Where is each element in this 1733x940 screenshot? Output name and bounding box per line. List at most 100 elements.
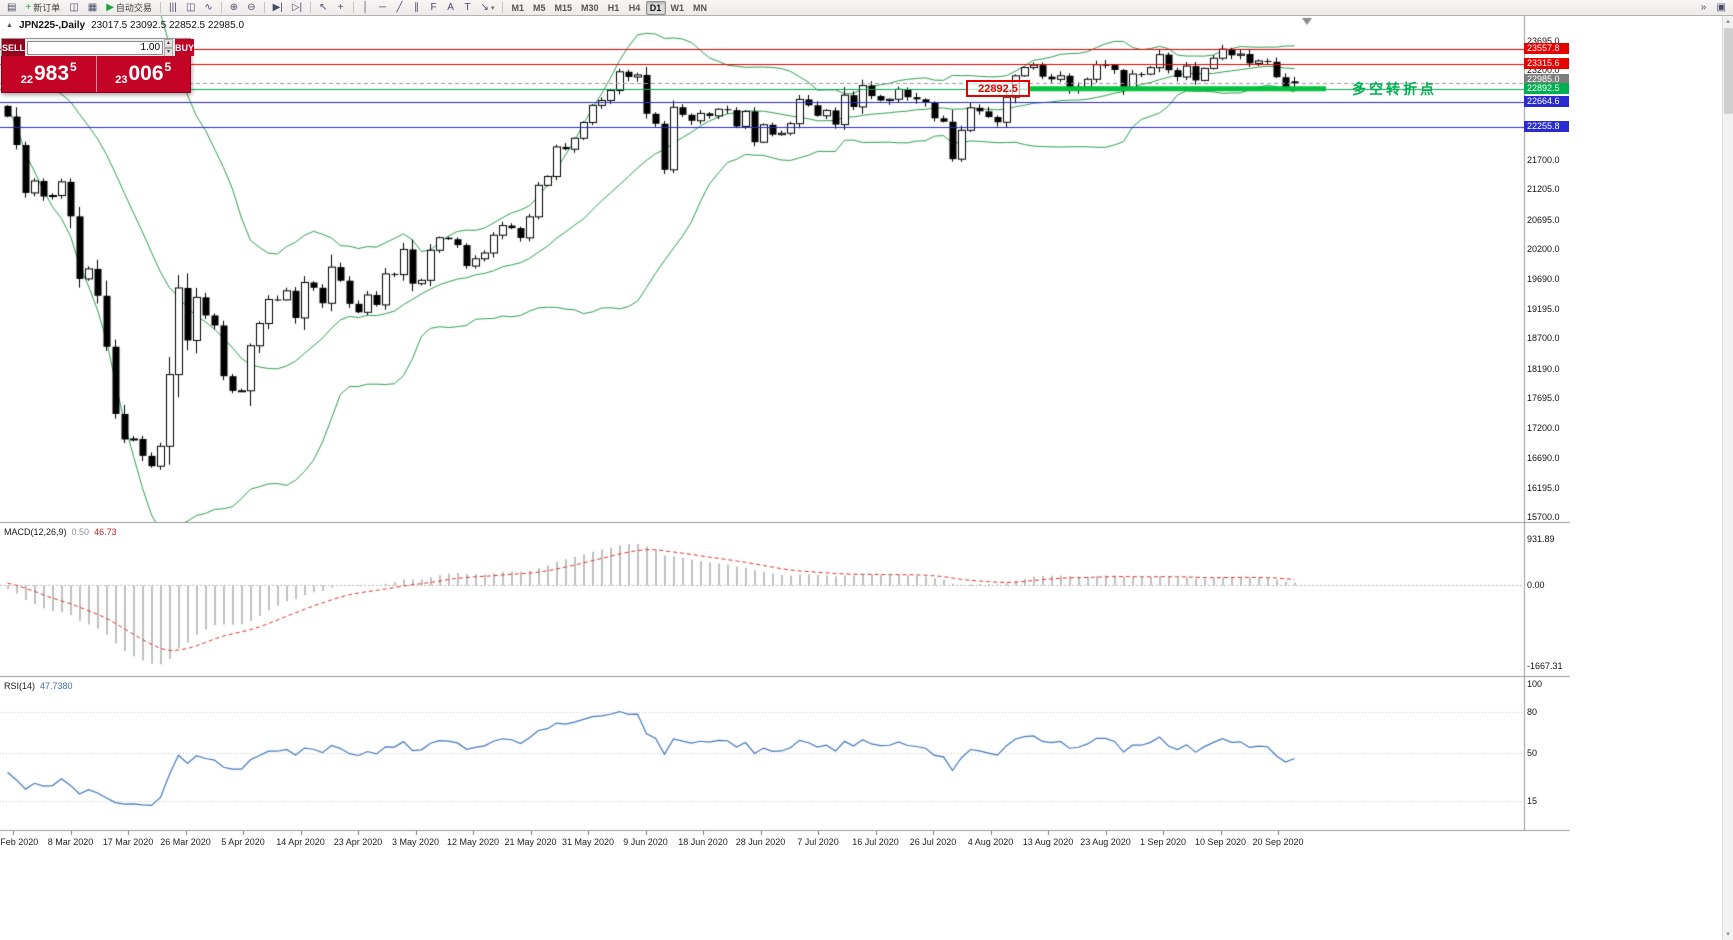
channel-icon: ∥ xyxy=(414,1,420,13)
vertical-scrollbar[interactable]: ▴ ▾ xyxy=(1722,16,1733,940)
symbol-header: ▲ JPN225-,Daily 23017.5 23092.5 22852.5 … xyxy=(6,20,244,31)
toolbar-separator xyxy=(220,2,222,13)
timeframe-mn-button[interactable]: MN xyxy=(693,2,708,13)
label-button[interactable]: T xyxy=(460,1,476,15)
timeframe-m30-button[interactable]: M30 xyxy=(581,2,599,13)
trendline-button[interactable]: ╱ xyxy=(392,1,408,15)
time-axis-label: 1 Sep 2020 xyxy=(1139,837,1187,847)
timeframe-m15-button[interactable]: M15 xyxy=(554,2,572,13)
auto-scroll-button[interactable]: ▶| xyxy=(269,1,287,15)
sell-price-prefix: 22 xyxy=(20,74,33,86)
rsi-name: RSI(14) xyxy=(4,681,36,691)
buy-price[interactable]: 23 006 5 xyxy=(96,56,190,92)
price-axis-tick: 19690.0 xyxy=(1527,274,1560,285)
macd-indicator-label: MACD(12,26,9) 0.50 46.73 xyxy=(4,527,117,537)
time-axis[interactable]: 27 Feb 2020 8 Mar 2020 17 Mar 2020 26 Mar 2… xyxy=(0,832,1570,856)
sell-price-big: 983 xyxy=(34,62,70,85)
charts-icon: ▤ xyxy=(7,1,17,13)
fibonacci-button[interactable]: F xyxy=(426,1,442,15)
sell-price[interactable]: 22 983 5 xyxy=(2,56,97,92)
macd-axis-label: 0.00 xyxy=(1527,579,1545,590)
chart-shift-button[interactable]: ▷| xyxy=(288,1,306,15)
candle-chart-button[interactable]: ◫ xyxy=(182,1,199,15)
volume-control: ▴ ▾ xyxy=(25,38,176,57)
crosshair-button[interactable]: + xyxy=(333,1,349,15)
scroll-up-icon[interactable]: ▴ xyxy=(1726,18,1730,25)
data-window-button[interactable]: ▣ xyxy=(1713,1,1730,15)
time-axis-label: 23 Apr 2020 xyxy=(333,837,383,847)
timeframe-h1-button[interactable]: H1 xyxy=(607,2,620,13)
rsi-axis-label: 50 xyxy=(1527,748,1538,758)
price-axis-tick: 20200.0 xyxy=(1527,244,1560,255)
channel-button[interactable]: ∥ xyxy=(409,1,425,15)
bar-chart-button[interactable]: ||| xyxy=(165,1,181,15)
toolbar-separator xyxy=(263,2,265,13)
timeframe-m1-button[interactable]: M1 xyxy=(511,2,524,13)
zoom-out-button[interactable]: ⊖ xyxy=(243,1,259,15)
price-chart-canvas[interactable] xyxy=(0,16,1733,940)
volume-up-icon[interactable]: ▴ xyxy=(164,38,174,48)
scroll-down-icon[interactable]: ▾ xyxy=(1726,931,1730,938)
autotrading-button[interactable]: ▶ 自动交易 xyxy=(102,1,156,15)
price-axis-tick: 17695.0 xyxy=(1527,393,1560,404)
cursor-button[interactable]: ↖ xyxy=(315,1,331,15)
time-axis-label: 27 Feb 2020 xyxy=(0,837,39,847)
horizontal-line-button[interactable]: ─ xyxy=(375,1,391,15)
time-axis-label: 17 Mar 2020 xyxy=(102,837,154,847)
buy-price-prefix: 23 xyxy=(115,74,128,86)
sell-button[interactable]: SELL xyxy=(2,39,26,56)
volume-input[interactable] xyxy=(27,40,164,55)
chart-window: ▲ JPN225-,Daily 23017.5 23092.5 22852.5 … xyxy=(0,16,1733,940)
time-axis-label: 31 May 2020 xyxy=(561,837,615,847)
price-axis[interactable]: 23695.0 23200.0 21700.0 21205.0 20695.0 20200… xyxy=(1524,16,1570,832)
label-icon: T xyxy=(464,1,471,13)
new-order-button[interactable]: + 新订单 xyxy=(21,1,64,15)
timeframe-d1-button[interactable]: D1 xyxy=(645,0,666,15)
price-badge: 22664.6 xyxy=(1524,96,1569,108)
toolbar-more-button[interactable]: » xyxy=(1696,1,1712,15)
time-axis-label: 23 Aug 2020 xyxy=(1080,837,1131,847)
scrollbar-thumb[interactable] xyxy=(1724,28,1733,114)
price-axis-tick: 19195.0 xyxy=(1527,303,1560,314)
price-axis-tick: 18700.0 xyxy=(1527,333,1560,344)
time-axis-label: 9 Jun 2020 xyxy=(623,837,668,847)
price-badge: 22985.0 xyxy=(1524,74,1569,86)
buy-button[interactable]: BUY xyxy=(175,39,195,56)
arrows-button[interactable]: ↘ ▾ xyxy=(477,1,499,15)
time-axis-label: 26 Mar 2020 xyxy=(160,837,211,847)
time-axis-label: 14 Apr 2020 xyxy=(276,837,325,847)
time-axis-label: 8 Mar 2020 xyxy=(47,837,94,847)
line-chart-button[interactable]: ∿ xyxy=(200,1,216,15)
trade-panel-controls: SELL ▴ ▾ BUY xyxy=(1,38,195,57)
toolbar-separator xyxy=(352,2,354,13)
chevron-double-icon: » xyxy=(1700,1,1707,13)
price-badge: 22892.5 xyxy=(1524,82,1569,94)
horizontal-line-icon: ─ xyxy=(379,1,387,13)
macd-axis-label: -1667.31 xyxy=(1527,661,1563,672)
profiles-button[interactable]: ▦ xyxy=(84,1,101,15)
timeframe-h4-button[interactable]: H4 xyxy=(628,2,641,13)
chart-window-button[interactable]: ◫ xyxy=(65,1,82,15)
price-axis-tick: 16195.0 xyxy=(1527,482,1560,493)
turning-point-note: 多空转折点 xyxy=(1352,81,1437,97)
time-axis-label: 13 Aug 2020 xyxy=(1022,837,1074,847)
time-axis-label: 28 Jun 2020 xyxy=(735,837,786,847)
vertical-line-button[interactable]: │ xyxy=(358,1,374,15)
charts-button[interactable]: ▤ xyxy=(3,1,20,15)
buy-price-big: 006 xyxy=(128,62,164,85)
text-button[interactable]: A xyxy=(443,1,459,15)
timeframe-w1-button[interactable]: W1 xyxy=(670,2,685,13)
price-axis-tick: 21205.0 xyxy=(1527,184,1560,195)
new-order-icon: + xyxy=(25,1,32,13)
timeframe-m5-button[interactable]: M5 xyxy=(532,2,546,13)
fibonacci-icon: F xyxy=(430,1,437,13)
zoom-in-button[interactable]: ⊕ xyxy=(226,1,242,15)
price-axis-tick: 16690.0 xyxy=(1527,453,1560,464)
toolbar-separator xyxy=(310,2,312,13)
time-axis-label: 26 Jul 2020 xyxy=(909,837,957,847)
price-level-annotation[interactable]: 22892.5 xyxy=(966,80,1030,97)
time-axis-label: 7 Jul 2020 xyxy=(797,837,839,847)
time-axis-label: 3 May 2020 xyxy=(391,837,440,847)
time-axis-label: 12 May 2020 xyxy=(446,837,500,847)
macd-main-value: 0.50 xyxy=(71,527,90,537)
